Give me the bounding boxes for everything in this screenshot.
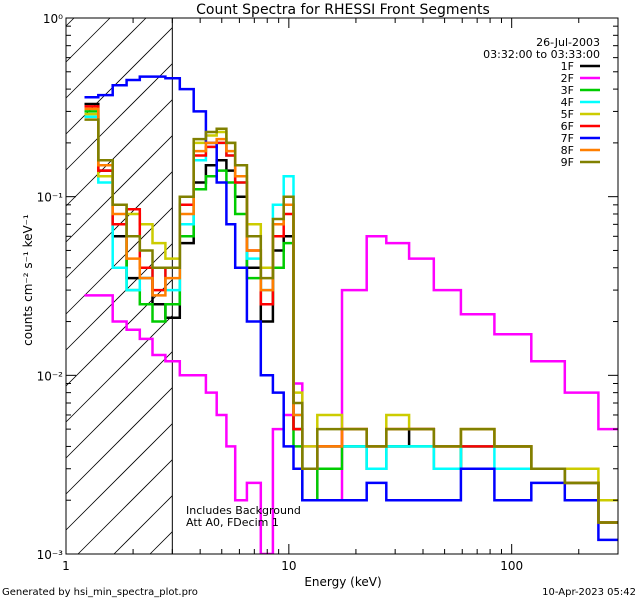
annotation-line-1: Includes Background: [186, 504, 301, 517]
series-6F: [84, 105, 618, 524]
footer-timestamp: 10-Apr-2023 05:42: [542, 587, 636, 598]
hatch-line: [65, 135, 173, 243]
x-axis-label: Energy (keV): [304, 575, 381, 589]
hatch-line: [65, 279, 173, 387]
legend-label-3F: 3F: [561, 84, 574, 97]
x-tick-label: 1: [62, 559, 70, 573]
time-range-label: 03:32:00 to 03:33:00: [483, 48, 600, 61]
plot-frame: [65, 17, 619, 555]
legend-label-4F: 4F: [561, 96, 574, 109]
hatch-line: [113, 495, 173, 555]
hatch-line: [65, 207, 173, 315]
hatch-line: [65, 27, 173, 135]
x-tick-label: 100: [500, 559, 523, 573]
footer-generated-by: Generated by hsi_min_spectra_plot.pro: [2, 587, 198, 598]
series-7F: [84, 75, 618, 542]
x-tick-label: 10: [281, 559, 296, 573]
hatch-line: [77, 459, 173, 555]
date-label: 26-Jul-2003: [536, 36, 600, 49]
annotation-line-2: Att A0, FDecim 1: [186, 516, 279, 529]
series-9F: [84, 118, 618, 524]
hatch-line: [65, 99, 173, 207]
y-tick-label: 10⁰: [43, 12, 63, 26]
series-5F: [84, 112, 618, 502]
y-tick-label: 10⁻¹: [37, 191, 64, 205]
series-layer: [84, 75, 618, 554]
legend-label-7F: 7F: [561, 132, 574, 145]
hatch-line: [65, 243, 173, 351]
legend-label-8F: 8F: [561, 144, 574, 157]
series-1F: [84, 102, 618, 524]
legend-label-6F: 6F: [561, 120, 574, 133]
axis-ticks: 1 10 100 10⁰ 10⁻¹ 10⁻² 10⁻³: [37, 12, 619, 573]
y-tick-label: 10⁻³: [37, 548, 64, 562]
hatch-line: [65, 17, 75, 27]
hatch-line: [65, 423, 173, 531]
hatch-line: [65, 351, 173, 459]
legend-label-2F: 2F: [561, 72, 574, 85]
y-axis-label: counts cm⁻² s⁻¹ keV⁻¹: [21, 214, 35, 346]
series-2F: [84, 235, 618, 554]
hatch-line: [65, 17, 147, 99]
hatch-line: [65, 17, 111, 63]
attenuator-hatch-region: [65, 17, 173, 555]
series-4F: [84, 115, 618, 524]
chart-title: Count Spectra for RHESSI Front Segments: [196, 2, 490, 18]
legend-label-9F: 9F: [561, 156, 574, 169]
legend-label-5F: 5F: [561, 108, 574, 121]
series-8F: [84, 107, 618, 524]
y-tick-label: 10⁻²: [37, 369, 64, 383]
hatch-line: [65, 387, 173, 495]
hatch-line: [65, 315, 173, 423]
hatch-line: [65, 63, 173, 171]
hatch-line: [149, 531, 173, 555]
legend-label-1F: 1F: [561, 60, 574, 73]
